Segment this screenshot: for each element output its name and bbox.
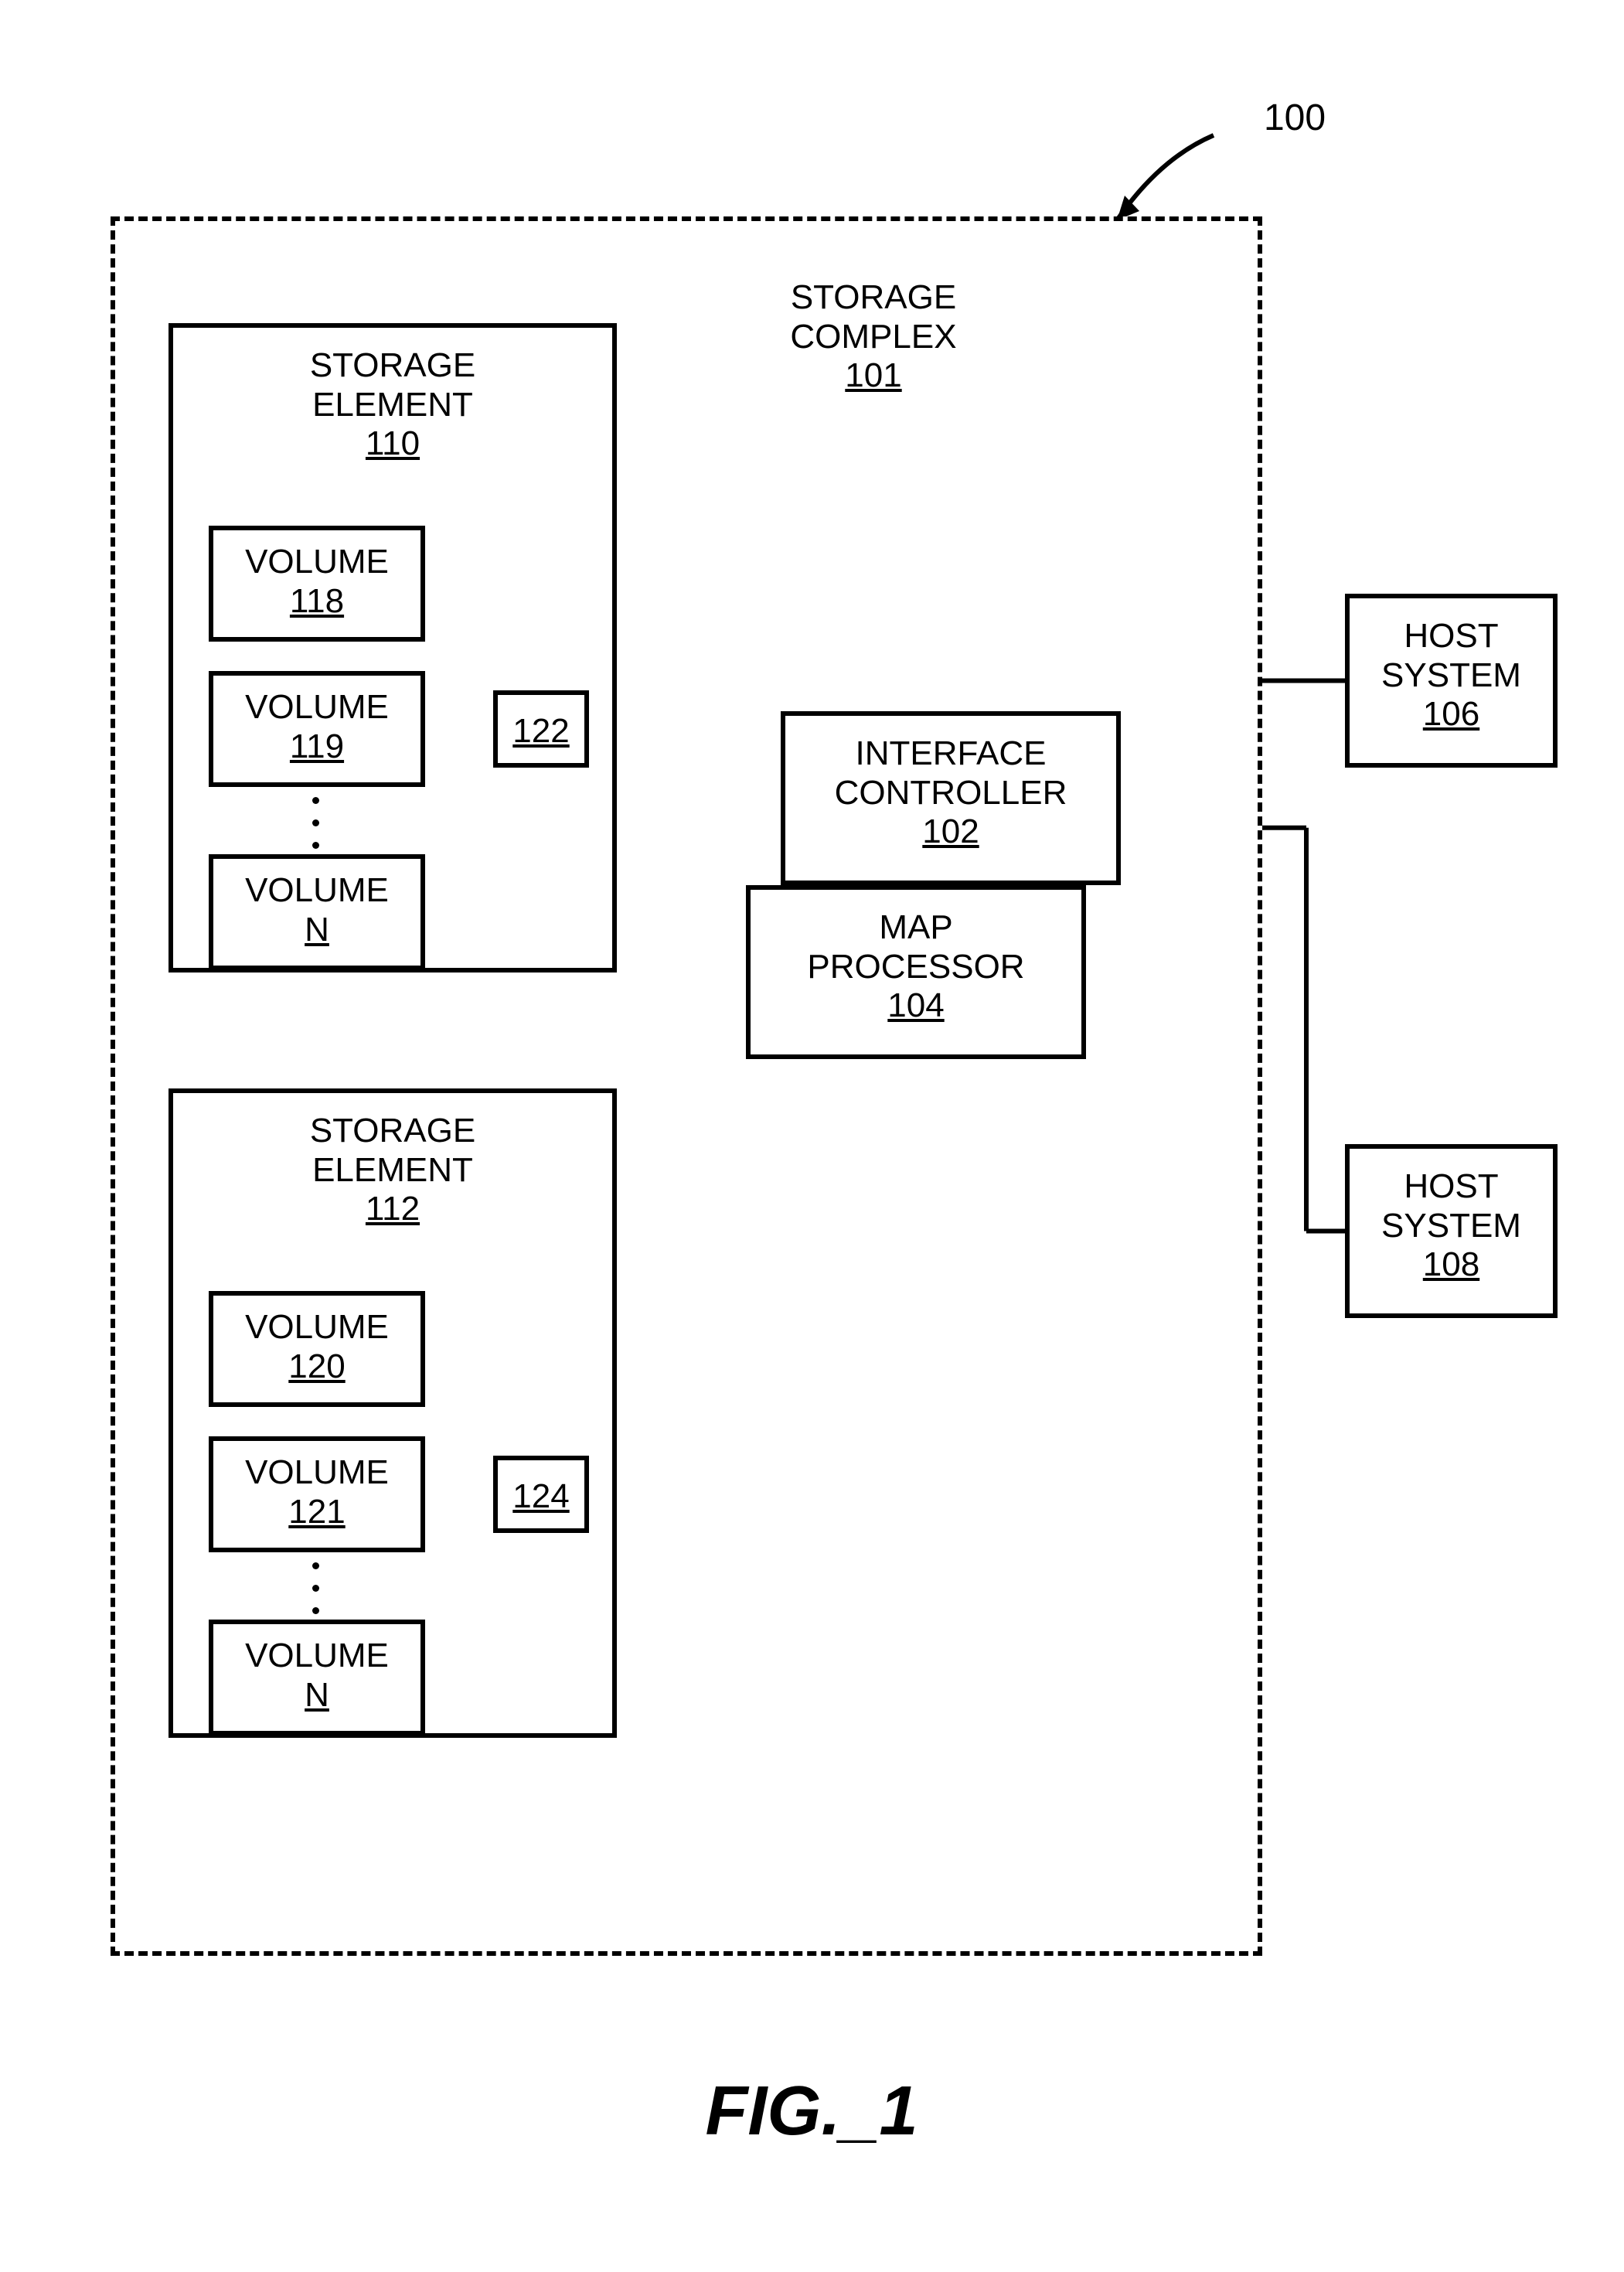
figure-stage: STORAGE COMPLEX101 100 STORAGE ELEMENT110 V… [0,0,1624,2272]
host-system-label-108: HOST SYSTEM108 [1345,1167,1558,1285]
map-processor-label: MAP PROCESSOR104 [746,908,1086,1026]
volume-label-110-2: VOLUMEN [209,871,425,949]
volume-label-112-0: VOLUME120 [209,1308,425,1386]
interface-controller-label: INTERFACE CONTROLLER102 [781,734,1121,852]
figure-ref-number: 100 [1237,97,1353,139]
volume-label-112-2: VOLUMEN [209,1637,425,1715]
storage-element-label-112: STORAGE ELEMENT112 [169,1112,617,1229]
ellipsis-dot [312,1585,319,1592]
ellipsis-dot [312,842,319,849]
connector-label-122: 122 [493,712,589,751]
volume-label-110-0: VOLUME118 [209,543,425,621]
ellipsis-dot [312,1607,319,1614]
ellipsis-dot [312,819,319,826]
host-system-label-106: HOST SYSTEM106 [1345,617,1558,734]
storage-element-label-110: STORAGE ELEMENT110 [169,346,617,464]
figure-caption: FIG._1 [541,2072,1082,2152]
ellipsis-dot [312,797,319,804]
storage-complex-label: STORAGE COMPLEX101 [711,278,1036,396]
ellipsis-dot [312,1562,319,1569]
volume-label-112-1: VOLUME121 [209,1453,425,1531]
volume-label-110-1: VOLUME119 [209,688,425,766]
connector-label-124: 124 [493,1477,589,1517]
